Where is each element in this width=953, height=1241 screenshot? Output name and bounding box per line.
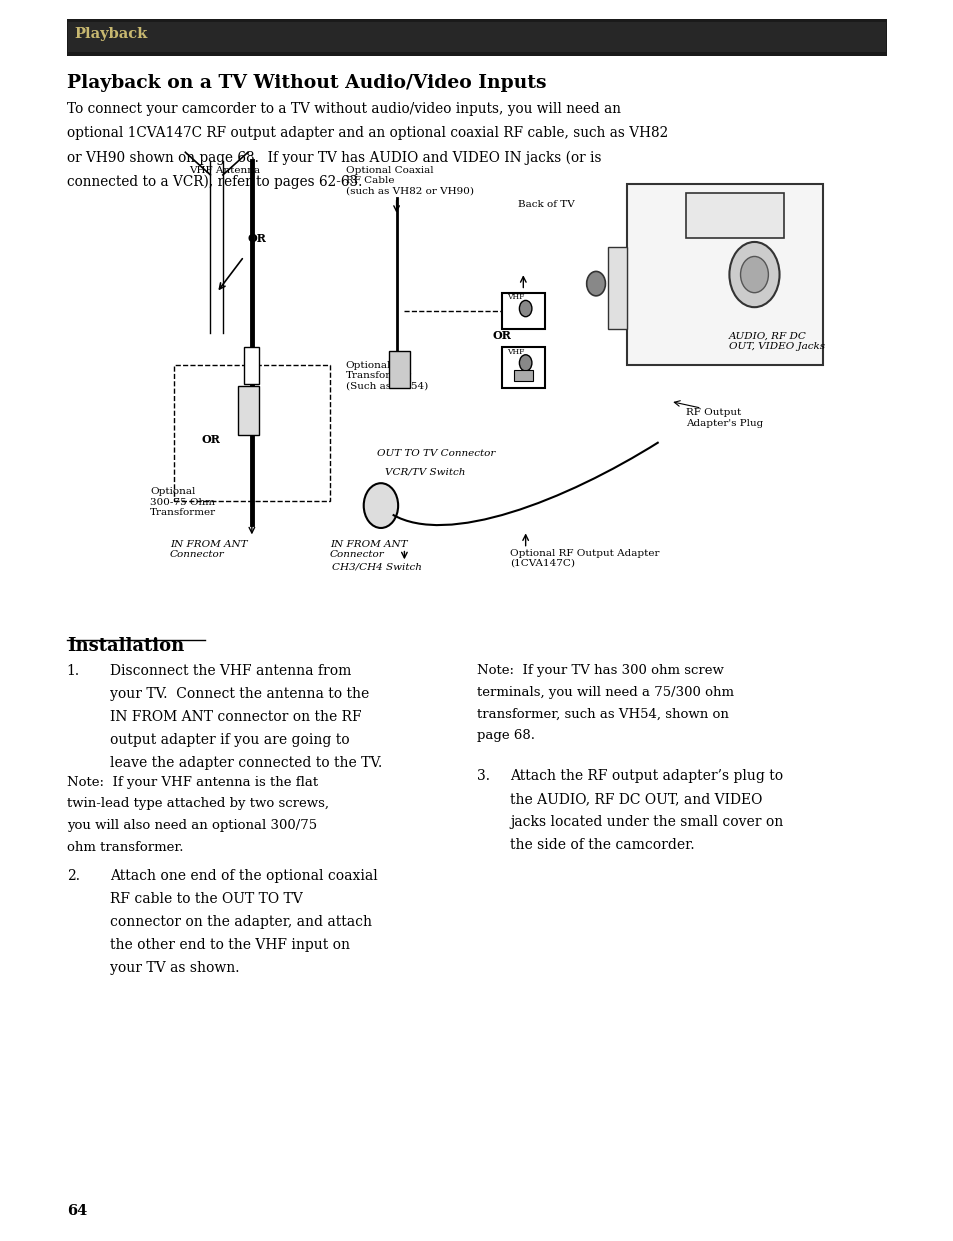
Text: AUDIO, RF DC
OUT, VIDEO Jacks: AUDIO, RF DC OUT, VIDEO Jacks <box>728 331 824 351</box>
Circle shape <box>586 272 605 295</box>
Text: 2.: 2. <box>67 869 80 882</box>
Text: connected to a VCR), refer to pages 62-63.: connected to a VCR), refer to pages 62-6… <box>67 175 362 189</box>
Text: jacks located under the small cover on: jacks located under the small cover on <box>510 815 782 829</box>
Bar <box>607 247 627 329</box>
Text: 3.: 3. <box>476 769 490 783</box>
Circle shape <box>729 242 779 308</box>
Text: To connect your camcorder to a TV without audio/video inputs, you will need an: To connect your camcorder to a TV withou… <box>67 102 620 115</box>
Text: VCR/TV Switch: VCR/TV Switch <box>384 467 465 477</box>
Text: or VH90 shown on page 68.  If your TV has AUDIO and VIDEO IN jacks (or is: or VH90 shown on page 68. If your TV has… <box>67 150 600 165</box>
Bar <box>173 365 330 501</box>
Text: OR: OR <box>248 233 267 243</box>
Text: OR: OR <box>493 330 511 341</box>
Bar <box>514 370 533 381</box>
Circle shape <box>363 483 397 527</box>
Text: your TV.  Connect the antenna to the: your TV. Connect the antenna to the <box>110 688 369 701</box>
Bar <box>501 347 545 387</box>
Text: VHF: VHF <box>506 347 523 356</box>
Text: RF Output
Adapter's Plug: RF Output Adapter's Plug <box>685 408 762 428</box>
Text: Optional
300-75 Ohm
Transformer: Optional 300-75 Ohm Transformer <box>150 488 216 517</box>
Text: OR: OR <box>201 434 219 446</box>
Text: IN FROM ANT
Connector: IN FROM ANT Connector <box>330 540 407 558</box>
Text: Note:  If your VHF antenna is the flat: Note: If your VHF antenna is the flat <box>67 776 317 788</box>
Text: connector on the adapter, and attach: connector on the adapter, and attach <box>110 915 372 928</box>
Circle shape <box>518 300 532 316</box>
Text: Disconnect the VHF antenna from: Disconnect the VHF antenna from <box>110 664 351 678</box>
Text: page 68.: page 68. <box>476 730 535 742</box>
Text: RF cable to the OUT TO TV: RF cable to the OUT TO TV <box>110 892 302 906</box>
Text: Installation: Installation <box>67 637 184 655</box>
Bar <box>244 346 259 383</box>
Text: Optional RF Output Adapter
(1CVA147C): Optional RF Output Adapter (1CVA147C) <box>510 549 659 568</box>
Text: the other end to the VHF input on: the other end to the VHF input on <box>110 938 350 952</box>
Text: terminals, you will need a 75/300 ohm: terminals, you will need a 75/300 ohm <box>476 685 733 699</box>
Text: CH3/CH4 Switch: CH3/CH4 Switch <box>332 562 421 571</box>
Circle shape <box>740 257 767 293</box>
Text: the side of the camcorder.: the side of the camcorder. <box>510 839 695 853</box>
Text: transformer, such as VH54, shown on: transformer, such as VH54, shown on <box>476 707 728 720</box>
Bar <box>238 386 259 436</box>
Text: Optional
Transformer
(Such as VH54): Optional Transformer (Such as VH54) <box>345 361 428 391</box>
Text: leave the adapter connected to the TV.: leave the adapter connected to the TV. <box>110 756 381 769</box>
Text: OUT TO TV Connector: OUT TO TV Connector <box>376 449 495 458</box>
Text: ohm transformer.: ohm transformer. <box>67 841 183 854</box>
Text: your TV as shown.: your TV as shown. <box>110 961 239 974</box>
Bar <box>627 184 822 365</box>
Bar <box>501 293 545 329</box>
Text: twin-lead type attached by two screws,: twin-lead type attached by two screws, <box>67 798 329 810</box>
Text: output adapter if you are going to: output adapter if you are going to <box>110 732 349 747</box>
Text: the AUDIO, RF DC OUT, and VIDEO: the AUDIO, RF DC OUT, and VIDEO <box>510 793 762 807</box>
Text: Playback on a TV Without Audio/Video Inputs: Playback on a TV Without Audio/Video Inp… <box>67 74 546 93</box>
Bar <box>68 22 885 52</box>
Text: IN FROM ANT
Connector: IN FROM ANT Connector <box>170 540 247 558</box>
Text: optional 1CVA147C RF output adapter and an optional coaxial RF cable, such as VH: optional 1CVA147C RF output adapter and … <box>67 125 667 140</box>
Text: Attach the RF output adapter’s plug to: Attach the RF output adapter’s plug to <box>510 769 782 783</box>
Text: Attach one end of the optional coaxial: Attach one end of the optional coaxial <box>110 869 377 882</box>
Bar <box>685 194 783 238</box>
Text: IN FROM ANT connector on the RF: IN FROM ANT connector on the RF <box>110 710 361 724</box>
Text: VHF Antenna: VHF Antenna <box>189 166 260 175</box>
Circle shape <box>518 355 532 371</box>
Text: 1.: 1. <box>67 664 80 678</box>
Text: Playback: Playback <box>74 26 148 41</box>
Text: Optional Coaxial
RF Cable
(such as VH82 or VH90): Optional Coaxial RF Cable (such as VH82 … <box>345 166 474 196</box>
Text: VHF: VHF <box>506 293 523 302</box>
Text: Back of TV: Back of TV <box>517 200 574 208</box>
Text: you will also need an optional 300/75: you will also need an optional 300/75 <box>67 819 316 831</box>
Bar <box>389 351 409 388</box>
Text: 64: 64 <box>67 1204 87 1217</box>
Text: Note:  If your TV has 300 ohm screw: Note: If your TV has 300 ohm screw <box>476 664 723 676</box>
Bar <box>67 19 886 56</box>
